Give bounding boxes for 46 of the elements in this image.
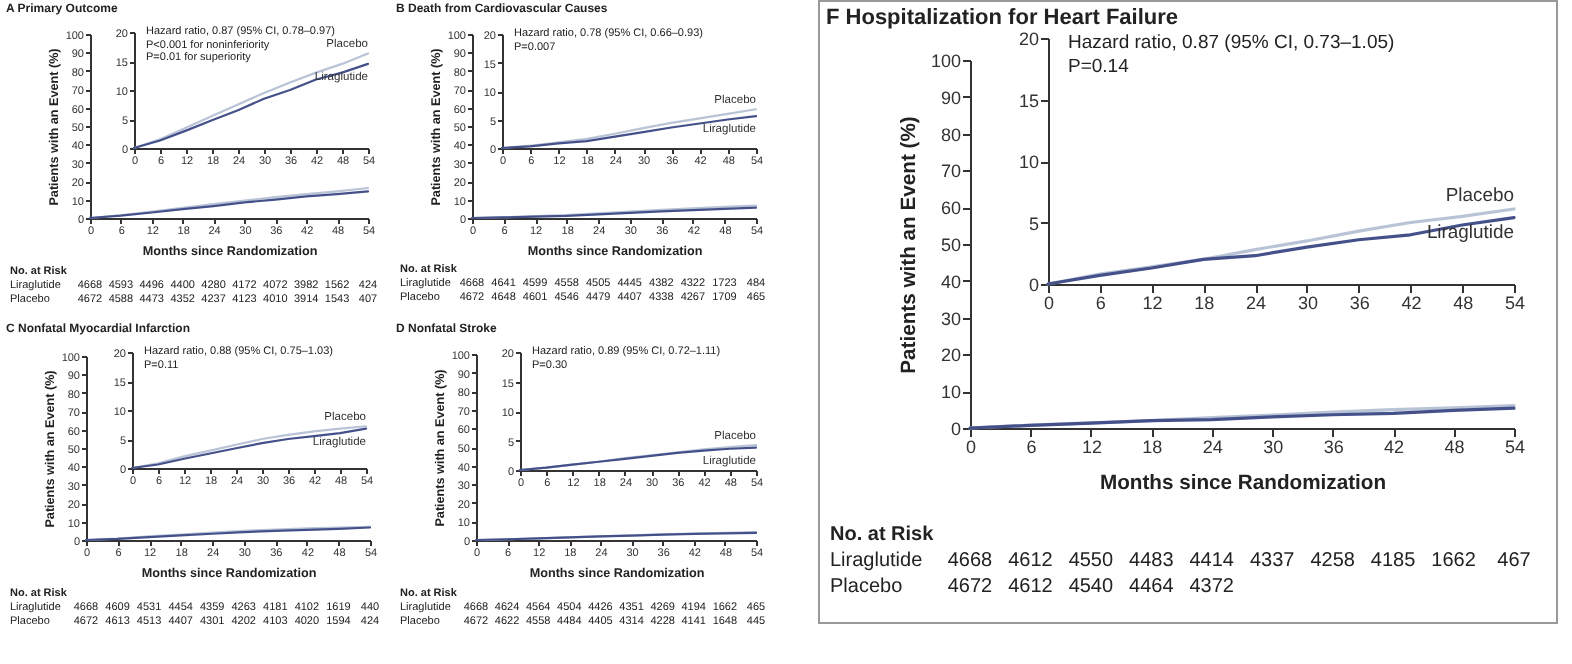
- x-tick-label: 0: [965, 437, 977, 457]
- y-tick-label: 50: [940, 235, 961, 255]
- x-tick-label: 48: [1453, 293, 1474, 313]
- y-tick-label: 80: [940, 124, 961, 145]
- chart-title: F Hospitalization for Heart Failure: [826, 6, 1179, 30]
- y-tick-label: 60: [940, 198, 961, 219]
- y-tick-label: 40: [940, 271, 961, 292]
- x-tick-label: 18: [1194, 293, 1215, 313]
- series-label: Liraglutide: [1426, 221, 1514, 244]
- x-tick-label: 30: [1297, 293, 1318, 313]
- x-tick-label: 42: [1384, 437, 1405, 457]
- text: Placebo 4672 4612 4540 4464 4372: [830, 576, 1234, 598]
- x-tick-label: 0: [1043, 293, 1055, 313]
- x-tick-label: 12: [1081, 437, 1102, 457]
- y-tick-label: 15: [1018, 90, 1039, 111]
- annotation: Hazard ratio, 0.87 (95% CI, 0.73–1.05): [1068, 32, 1395, 54]
- y-tick-label: 100: [930, 51, 961, 71]
- x-tick-label: 24: [1202, 437, 1223, 457]
- y-tick-label: 70: [940, 161, 961, 182]
- y-tick-label: 0: [1028, 275, 1039, 295]
- x-tick-label: 24: [1246, 293, 1267, 313]
- y-tick-label: 10: [940, 382, 961, 403]
- text: Liraglutide 4668 4612 4550 4483 4414 4337 4258 4185 1662 467: [830, 550, 1531, 572]
- y-tick-label: 30: [940, 308, 961, 329]
- x-tick-label: 6: [1026, 437, 1037, 457]
- y-tick-label: 20: [940, 345, 961, 366]
- x-tick-label: 54: [1504, 437, 1526, 457]
- y-tick-label: 90: [940, 87, 961, 108]
- x-tick-label: 30: [1263, 437, 1284, 457]
- y-tick-label: 5: [1028, 213, 1039, 234]
- series-label: Placebo: [1445, 184, 1514, 207]
- y-tick-label: 20: [1018, 29, 1039, 49]
- x-axis-title: Months since Randomization: [1099, 473, 1387, 495]
- y-tick-label: 0: [950, 419, 961, 439]
- x-tick-label: 36: [1349, 293, 1370, 313]
- x-tick-label: 54: [1504, 293, 1526, 313]
- x-tick-label: 6: [1095, 293, 1106, 313]
- annotation: P=0.14: [1068, 56, 1129, 78]
- x-tick-label: 12: [1142, 293, 1163, 313]
- y-tick-label: 10: [1018, 152, 1039, 172]
- x-tick-label: 48: [1444, 437, 1465, 457]
- x-tick-label: 36: [1323, 437, 1344, 457]
- y-axis-title: Patients with an Event (%): [898, 116, 921, 374]
- x-tick-label: 18: [1142, 437, 1163, 457]
- text: No. at Risk: [830, 524, 934, 546]
- x-tick-label: 42: [1401, 293, 1422, 313]
